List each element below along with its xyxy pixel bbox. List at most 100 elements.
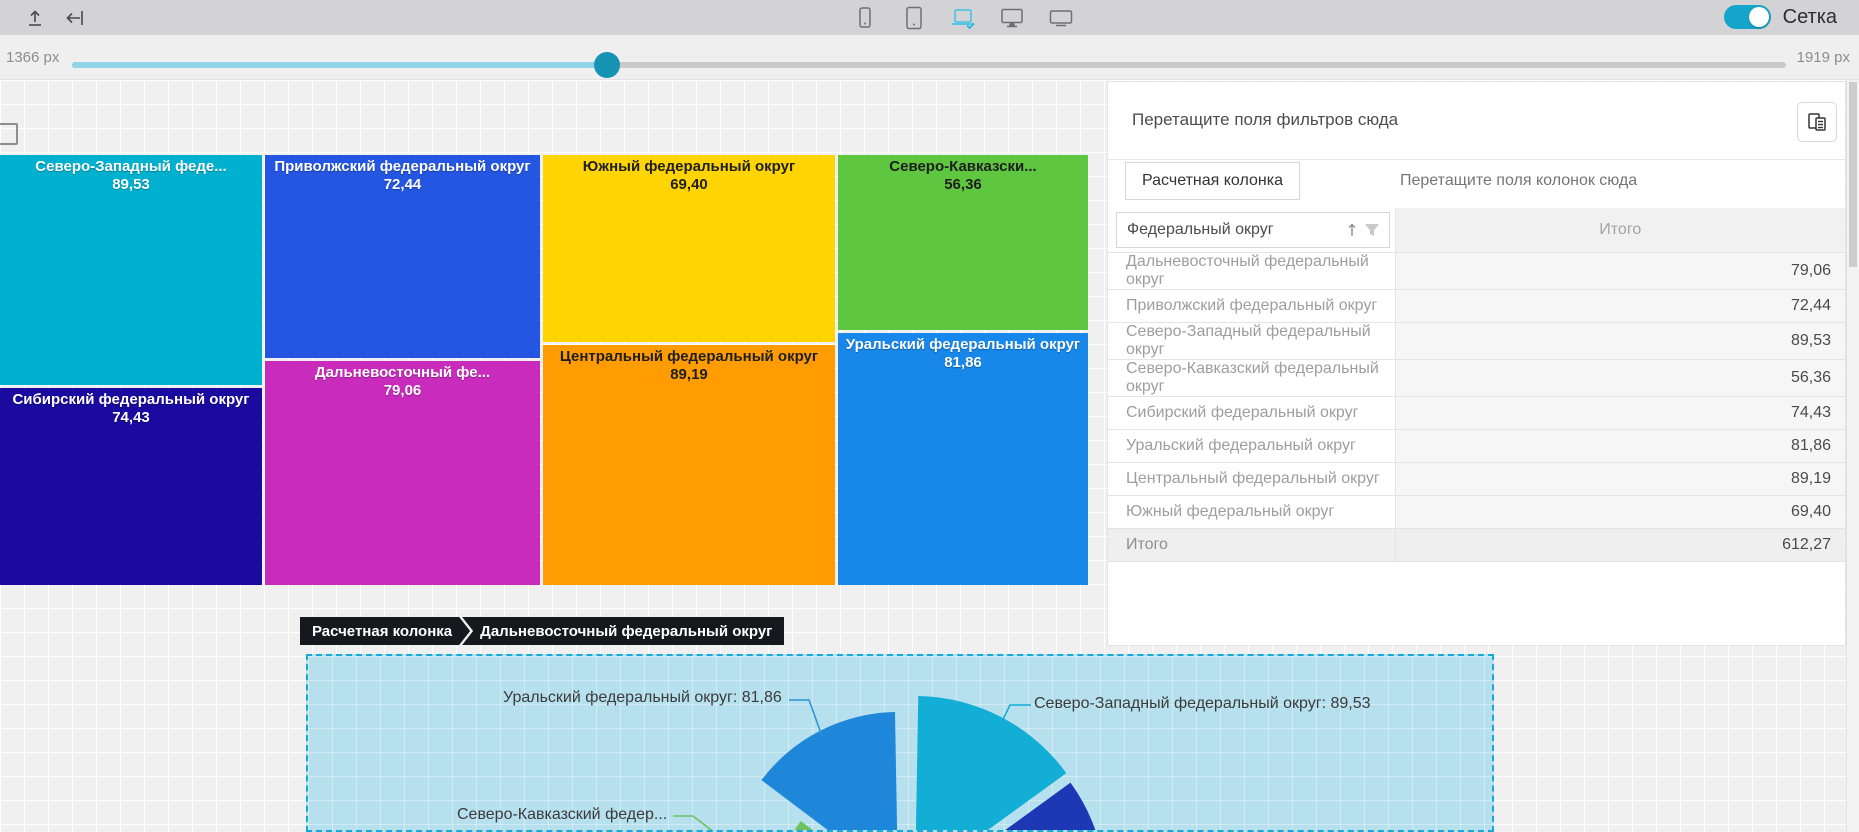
row-value-cell: 56,36 [1394,359,1845,397]
tile-label: Уральский федеральный округ [845,336,1081,353]
tablet-icon[interactable] [901,6,927,30]
pie-callout-line [993,704,1031,739]
treemap-tile[interactable]: Приволжский федеральный округ 72,44 [265,155,540,358]
row-name-cell: Итого [1108,528,1396,562]
ruler-min-label: 1366 px [6,49,60,66]
row-value-cell: 69,40 [1394,495,1845,529]
tile-value: 89,53 [112,176,150,193]
ruler-max-label: 1919 px [1796,49,1850,66]
toggle-knob [1748,7,1769,27]
collapse-left-icon[interactable] [64,7,86,29]
treemap-tile[interactable]: Южный федеральный округ 69,40 [543,155,835,342]
pivot-row: Северо-Кавказский федеральный округ 56,36 [1108,359,1845,397]
treemap-tile[interactable]: Центральный федеральный округ 89,19 [543,345,835,585]
slider-fill [72,62,607,68]
pie-callout-label: Уральский федеральный округ: 81,86 [503,689,782,706]
width-slider[interactable] [72,52,1786,78]
widget-handle-icon[interactable] [0,123,18,145]
device-preview-switcher [852,6,1074,30]
pie-chart-svg [673,696,1106,830]
tile-label: Приволжский федеральный округ [274,158,531,175]
pivot-table-widget[interactable]: Перетащите поля фильтров сюда Расчетная … [1108,82,1845,645]
row-value-cell: 81,86 [1394,429,1845,463]
pivot-row: Сибирский федеральный округ 74,43 [1108,396,1845,430]
tile-label: Центральный федеральный округ [559,348,819,365]
treemap-widget[interactable]: Северо-Западный феде... 89,53 Приволжский … [0,155,1088,585]
row-header-field[interactable]: Федеральный округ [1116,212,1390,248]
tile-value: 79,06 [383,382,422,399]
breadcrumb-item-value[interactable]: Дальневосточный федеральный округ [462,617,785,645]
pie-slice[interactable] [920,782,1106,830]
top-toolbar: Сетка [0,0,1859,35]
pie-callout-line [673,815,713,830]
tile-label: Сибирский федеральный округ [12,391,250,408]
grid-toggle-label: Сетка [1782,5,1837,28]
filter-hint: Перетащите поля фильтров сюда [1132,110,1399,129]
tile-value: 74,43 [112,409,150,426]
pie-slice[interactable] [777,820,895,830]
pivot-total-row: Итого 612,27 [1108,528,1845,562]
pie-slice[interactable] [915,696,1067,830]
pie-callout-label: Северо-Кавказский федер... [457,806,668,823]
row-field-chip[interactable]: Расчетная колонка [1125,162,1300,200]
row-name-cell: Северо-Кавказский федеральный округ [1108,359,1396,397]
tile-label: Южный федеральный округ [582,158,796,175]
pie-callout-label: Северо-Западный федеральный округ: 89,53 [1034,695,1371,712]
pie-slice[interactable] [761,712,898,830]
columns-hint: Перетащите поля колонок сюда [1400,172,1638,189]
pivot-row: Приволжский федеральный округ 72,44 [1108,289,1845,323]
row-name-cell: Южный федеральный округ [1108,495,1396,529]
pivot-row: Центральный федеральный округ 89,19 [1108,462,1845,496]
vertical-scrollbar[interactable] [1846,80,1859,832]
designer-canvas[interactable]: Северо-Западный феде... 89,53 Приволжский … [0,80,1846,832]
row-value-cell: 79,06 [1394,252,1845,290]
treemap-tile[interactable]: Северо-Западный феде... 89,53 [0,155,262,385]
row-value-cell: 89,19 [1394,462,1845,496]
tile-label: Дальневосточный фе... [314,364,491,381]
tile-label: Северо-Западный феде... [35,158,227,175]
row-value-cell: 89,53 [1394,322,1845,360]
pivot-table: Федеральный округ Итого Дальневосто [1108,208,1845,562]
filter-funnel-icon[interactable] [1363,222,1381,238]
row-value-cell: 72,44 [1394,289,1845,323]
pivot-row: Южный федеральный округ 69,40 [1108,495,1845,529]
grid-toggle[interactable] [1723,5,1771,29]
row-header-label: Федеральный округ [1127,221,1274,238]
pivot-row: Уральский федеральный округ 81,86 [1108,429,1845,463]
upload-icon[interactable] [24,7,46,29]
pivot-row: Северо-Западный федеральный округ 89,53 [1108,322,1845,360]
tile-value: 72,44 [383,176,422,193]
tile-value: 56,36 [944,176,982,193]
filter-drop-zone[interactable]: Перетащите поля фильтров сюда [1108,82,1845,160]
widescreen-icon[interactable] [1048,6,1074,30]
tile-label: Северо-Кавказски... [889,158,1037,175]
treemap-tile[interactable]: Сибирский федеральный округ 74,43 [0,388,262,585]
smartphone-icon[interactable] [852,6,878,30]
scrollbar-thumb[interactable] [1849,82,1857,267]
tile-value: 89,19 [670,366,708,383]
row-value-cell: 74,43 [1394,396,1845,430]
pie-chart-widget[interactable]: Уральский федеральный округ: 81,86 Северо… [306,654,1494,832]
width-ruler-row: 1366 px 1919 px [0,35,1859,80]
treemap-tile[interactable]: Северо-Кавказски... 56,36 [838,155,1088,330]
fields-panel-button[interactable] [1797,102,1837,142]
breadcrumb-item-field[interactable]: Расчетная колонка [300,617,470,645]
sort-asc-icon[interactable] [1345,222,1359,238]
row-name-cell: Центральный федеральный округ [1108,462,1396,496]
treemap-tile[interactable]: Дальневосточный фе... 79,06 [265,361,540,585]
tile-value: 69,40 [670,176,708,193]
treemap-tile[interactable]: Уральский федеральный округ 81,86 [838,333,1088,585]
columns-drop-zone[interactable]: Расчетная колонка Перетащите поля колоно… [1108,160,1845,208]
desktop-icon[interactable] [999,6,1025,30]
breadcrumb: Расчетная колонка Дальневосточный федера… [300,617,785,645]
tile-value: 81,86 [944,354,982,371]
fields-icon [1808,113,1826,131]
row-name-cell: Уральский федеральный округ [1108,429,1396,463]
slider-handle[interactable] [593,52,620,78]
laptop-icon-active[interactable] [950,6,976,30]
row-name-cell: Северо-Западный федеральный округ [1108,322,1396,360]
row-value-cell: 612,27 [1394,528,1845,562]
row-name-cell: Сибирский федеральный округ [1108,396,1396,430]
pivot-row: Дальневосточный федеральный округ 79,06 [1108,252,1845,290]
row-name-cell: Приволжский федеральный округ [1108,289,1396,323]
